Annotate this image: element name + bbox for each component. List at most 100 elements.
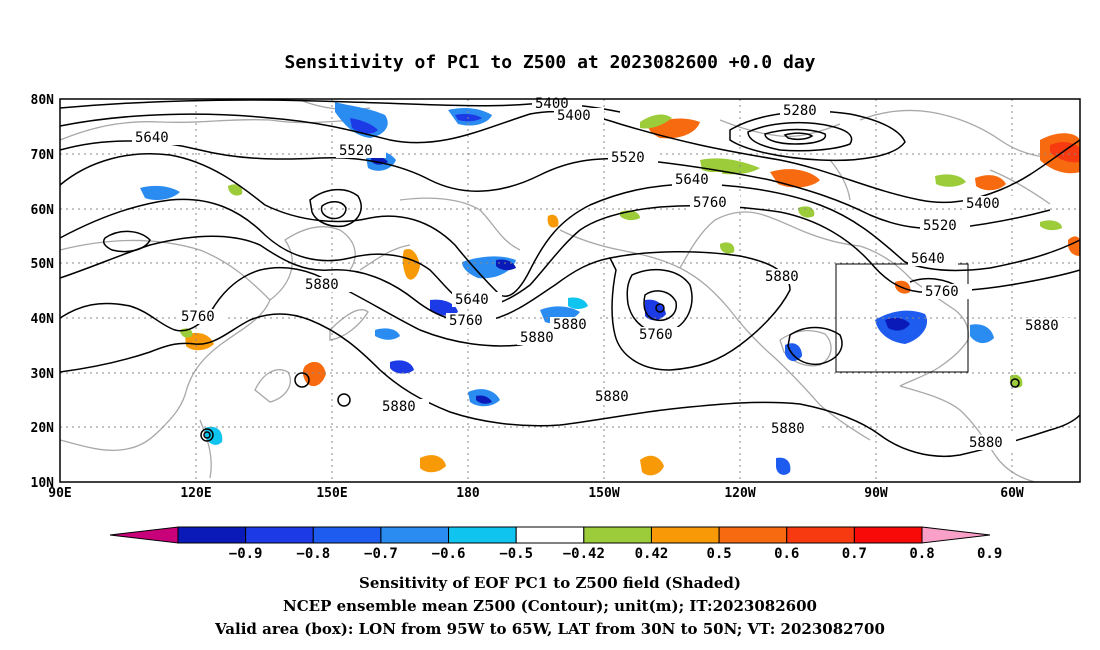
contour-labels: 5400 5400 5280 5640 5520 5520 5640 5760 … [132, 96, 1072, 451]
colorbar-tick-label: −0.6 [432, 546, 466, 562]
patch-neg [776, 457, 791, 475]
caption-line-2: NCEP ensemble mean Z500 (Contour); unit(… [283, 597, 817, 615]
contour-label: 5520 [339, 143, 373, 159]
contour-label: 5880 [969, 435, 1003, 451]
caption-line-1: Sensitivity of EOF PC1 to Z500 field (Sh… [359, 574, 741, 592]
colorbar-segment [786, 526, 855, 544]
contour-label: 5280 [783, 103, 817, 119]
colorbar-segment [448, 526, 517, 544]
patch-neg [350, 118, 378, 134]
contour-label: 5520 [923, 218, 957, 234]
patch-neg [496, 259, 516, 271]
colorbar-tick-label: 0.42 [635, 546, 669, 562]
colorbar-tick-label: 0.5 [706, 546, 731, 562]
lat-tick-label: 10N [31, 476, 55, 491]
colorbar-segment [515, 526, 585, 544]
patch-pos [1050, 142, 1080, 163]
patch-pos [420, 455, 446, 473]
colorbar-segment [853, 526, 923, 544]
patch-pos [402, 248, 420, 280]
lat-tick-label: 40N [31, 312, 55, 327]
lat-tick-label: 30N [31, 367, 55, 382]
lat-axis-labels: 10N 20N 30N 40N 50N 60N 70N 80N [31, 93, 55, 491]
patch-neg [375, 328, 400, 340]
contour-label: 5640 [455, 292, 489, 308]
lat-tick-label: 80N [31, 93, 55, 108]
lat-tick-label: 60N [31, 203, 55, 218]
colorbar-tick-label: −0.8 [296, 546, 330, 562]
patch-neg [885, 317, 910, 331]
lon-tick-label: 90E [48, 486, 71, 501]
lon-tick-label: 120E [180, 486, 211, 501]
patch-pos [185, 332, 214, 351]
colorbar-segment [380, 526, 450, 544]
contour-label: 5880 [771, 421, 805, 437]
patch-pos [228, 184, 243, 196]
lat-tick-label: 20N [31, 421, 55, 436]
colorbar-tick-label: −0.5 [499, 546, 533, 562]
patch-pos [547, 214, 559, 228]
contour-label: 5880 [305, 277, 339, 293]
contour-label: 5880 [520, 330, 554, 346]
patch-pos [640, 114, 672, 129]
contour-label: 5880 [382, 399, 416, 415]
colorbar-tick-label: −0.42 [563, 546, 605, 562]
contour-label: 5760 [693, 195, 727, 211]
colorbar-tick-label: 0.9 [977, 546, 1002, 562]
colorbar-tick-label: −0.7 [364, 546, 398, 562]
contour-label: 5760 [639, 327, 673, 343]
figure-title: Sensitivity of PC1 to Z500 at 2023082600… [284, 52, 815, 73]
contour-label: 5520 [611, 150, 645, 166]
lat-tick-label: 70N [31, 148, 55, 163]
lon-tick-label: 60W [1000, 486, 1024, 501]
colorbar-segment [177, 526, 247, 544]
patch-neg [370, 155, 388, 165]
patch-pos [720, 242, 735, 254]
contour-label: 5880 [1025, 318, 1059, 334]
map-panel: 5400 5400 5280 5640 5520 5520 5640 5760 … [59, 96, 1081, 483]
patch-neg [568, 297, 588, 309]
patch-neg [390, 360, 414, 374]
colorbar-tick-label: 0.7 [842, 546, 867, 562]
colorbar-segment [650, 526, 720, 544]
contour-label: 5640 [135, 130, 169, 146]
caption-line-3: Valid area (box): LON from 95W to 65W, L… [214, 620, 885, 638]
patch-neg [430, 299, 458, 316]
colorbar-segment [245, 526, 314, 544]
lon-tick-label: 90W [864, 486, 888, 501]
contour-label: 5400 [557, 108, 591, 124]
contour-label: 5640 [675, 172, 709, 188]
colorbar-tick-label: 0.8 [909, 546, 934, 562]
contour-label: 5760 [449, 313, 483, 329]
contour-label: 5760 [925, 284, 959, 300]
lon-tick-label: 120W [724, 486, 755, 501]
contour-label: 5640 [911, 251, 945, 267]
lat-tick-label: 50N [31, 257, 55, 272]
colorbar-tick-label: −0.9 [229, 546, 263, 562]
sensitivity-shading [140, 102, 1080, 476]
patch-neg [970, 324, 994, 344]
patch-pos [935, 174, 966, 187]
map-frame [59, 98, 1081, 483]
contour-label: 5760 [181, 309, 215, 325]
colorbar: −0.9 −0.8 −0.7 −0.6 −0.5 −0.42 0.42 0.5 0.6 0.7 0.… [109, 526, 1002, 562]
patch-neg [140, 185, 180, 200]
colorbar-tick-label: 0.6 [774, 546, 799, 562]
lon-tick-label: 150E [316, 486, 347, 501]
lon-axis-labels: 90E 120E 150E 180 150W 120W 90W 60W [48, 486, 1024, 501]
contour-label: 5880 [595, 389, 629, 405]
contour-label: 5880 [553, 317, 587, 333]
colorbar-segment [583, 526, 652, 544]
patch-neg [476, 395, 492, 404]
colorbar-segment-low [109, 526, 179, 544]
colorbar-segment [718, 526, 788, 544]
contour-label: 5400 [966, 196, 1000, 212]
lon-tick-label: 180 [456, 486, 480, 501]
patch-pos [975, 175, 1006, 191]
colorbar-segment-high [921, 526, 991, 544]
contour-label: 5880 [765, 269, 799, 285]
lon-tick-label: 150W [588, 486, 619, 501]
patch-pos [640, 455, 664, 476]
valid-area-box [835, 263, 969, 373]
